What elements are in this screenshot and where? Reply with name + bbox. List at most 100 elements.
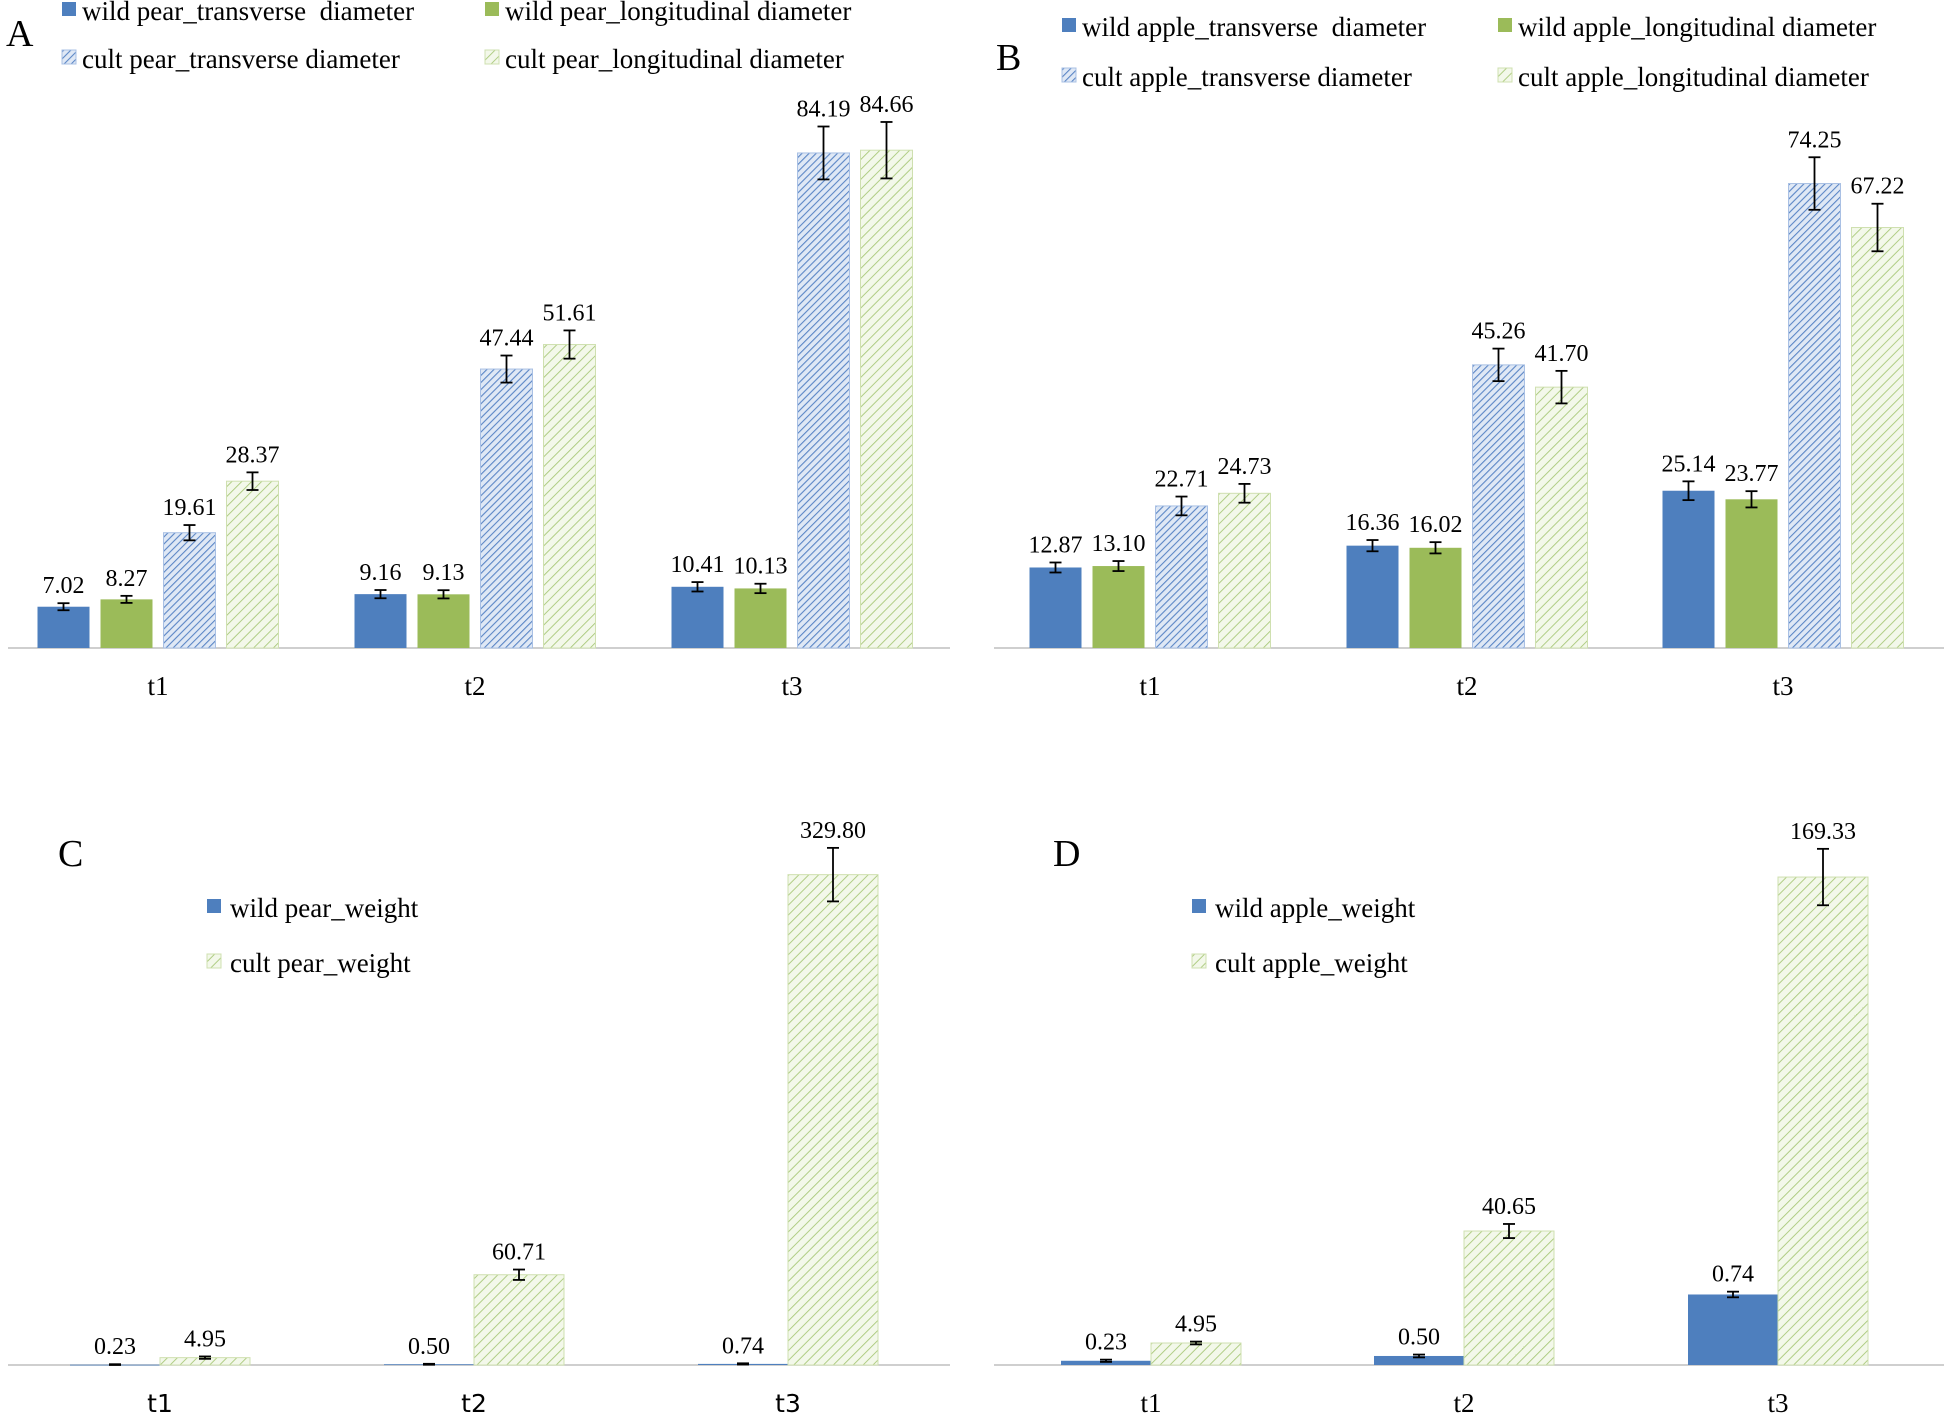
legend-swatch <box>1191 953 1207 969</box>
error-bar <box>437 589 450 600</box>
data-label: 4.95 <box>184 1326 226 1352</box>
error-bar <box>817 125 830 181</box>
error-bar <box>563 329 576 360</box>
legend-label: cult apple_weight <box>1215 948 1408 978</box>
bar <box>787 874 879 1366</box>
legend-label: cult apple_longitudinal diameter <box>1518 62 1869 92</box>
bar <box>734 588 787 648</box>
error-bar <box>374 589 387 600</box>
data-label: 169.33 <box>1790 819 1856 845</box>
data-label: 60.71 <box>492 1240 546 1266</box>
x-tick-label: t3 <box>1772 671 1793 701</box>
data-label: 10.13 <box>734 554 788 580</box>
error-bar <box>1727 1290 1739 1299</box>
legend-item: cult apple_longitudinal diameter <box>1497 62 1869 92</box>
x-tick-label: t1 <box>1140 1388 1161 1414</box>
x-tick-label: t1 <box>147 671 168 701</box>
data-label: 41.70 <box>1535 341 1589 367</box>
error-bar <box>500 354 513 384</box>
legend-label: wild apple_longitudinal diameter <box>1518 12 1876 42</box>
bar <box>1463 1230 1555 1366</box>
bar <box>1150 1342 1242 1366</box>
data-label: 74.25 <box>1788 127 1842 153</box>
legend-item: wild pear_longitudinal diameter <box>485 0 851 26</box>
data-label: 0.23 <box>94 1334 136 1360</box>
legend-item: wild apple_longitudinal diameter <box>1498 12 1876 42</box>
data-label: 16.36 <box>1346 510 1400 536</box>
legend-item: wild pear_weight <box>207 893 419 923</box>
data-label: 67.22 <box>1851 174 1905 200</box>
bar <box>860 149 913 649</box>
bar <box>1155 505 1208 649</box>
bar <box>354 594 407 648</box>
legend-label: cult pear_longitudinal diameter <box>505 44 844 74</box>
bar <box>1092 566 1145 648</box>
data-label: 28.37 <box>226 442 280 468</box>
error-bar <box>1112 560 1125 572</box>
bar <box>1218 492 1271 649</box>
legend-swatch <box>62 2 76 16</box>
legend-label: wild pear_transverse diameter <box>82 0 414 26</box>
error-bar <box>827 846 839 903</box>
data-label: 45.26 <box>1472 319 1526 345</box>
error-bar <box>120 594 133 604</box>
panel-letter: C <box>58 833 83 875</box>
error-bar <box>1100 1358 1112 1363</box>
legend-swatch <box>207 899 221 913</box>
x-tick-label: t1 <box>1139 671 1160 701</box>
bar <box>543 344 596 649</box>
legend-swatch <box>206 953 222 969</box>
bar <box>480 368 533 649</box>
error-bar <box>246 471 259 491</box>
legend-item: cult pear_transverse diameter <box>61 44 400 74</box>
bar <box>1851 227 1904 649</box>
data-label: 9.13 <box>423 560 465 586</box>
data-label: 25.14 <box>1662 451 1716 477</box>
legend-label: wild pear_weight <box>230 893 419 923</box>
x-tick-label: t2 <box>1456 671 1477 701</box>
bar <box>1061 1360 1151 1365</box>
error-bar <box>1049 561 1062 574</box>
bar <box>163 532 216 649</box>
error-bar <box>1492 347 1505 383</box>
error-bar <box>737 1362 749 1366</box>
error-bar <box>691 581 704 593</box>
legend-swatch <box>484 49 500 65</box>
panel-letter: A <box>6 13 34 55</box>
bar <box>797 152 850 649</box>
data-label: 9.16 <box>360 560 402 586</box>
legend-item: wild pear_transverse diameter <box>62 0 414 26</box>
legend-swatch <box>1498 18 1512 32</box>
error-bar <box>1429 541 1442 555</box>
bar <box>1725 499 1778 648</box>
bar <box>100 599 153 648</box>
legend-label: wild pear_longitudinal diameter <box>505 0 851 26</box>
bar <box>1777 876 1869 1366</box>
error-bar <box>754 582 767 595</box>
legend-label: cult pear_weight <box>230 948 411 978</box>
error-bar <box>1817 847 1829 907</box>
x-tick-label: t2 <box>1453 1388 1474 1414</box>
error-bar <box>1503 1223 1515 1239</box>
x-tick-label: t3 <box>1767 1388 1788 1414</box>
data-label: 12.87 <box>1029 532 1083 558</box>
data-label: 40.65 <box>1482 1194 1536 1220</box>
x-tick-label: t2 <box>464 671 485 701</box>
data-label: 10.41 <box>671 552 725 578</box>
error-bar <box>1413 1353 1425 1359</box>
error-bar <box>880 121 893 180</box>
error-bar <box>423 1362 435 1366</box>
error-bar <box>1808 156 1821 211</box>
data-label: 84.66 <box>860 92 914 118</box>
data-label: 329.80 <box>800 818 866 844</box>
error-bar <box>1238 483 1251 504</box>
error-bar <box>199 1355 211 1360</box>
panel-letter: B <box>996 37 1021 79</box>
bar <box>417 594 470 648</box>
bar <box>1409 547 1462 648</box>
data-label: 84.19 <box>797 97 851 123</box>
bar <box>1374 1355 1464 1365</box>
bar <box>1472 364 1525 649</box>
legend-label: wild apple_weight <box>1215 893 1416 923</box>
